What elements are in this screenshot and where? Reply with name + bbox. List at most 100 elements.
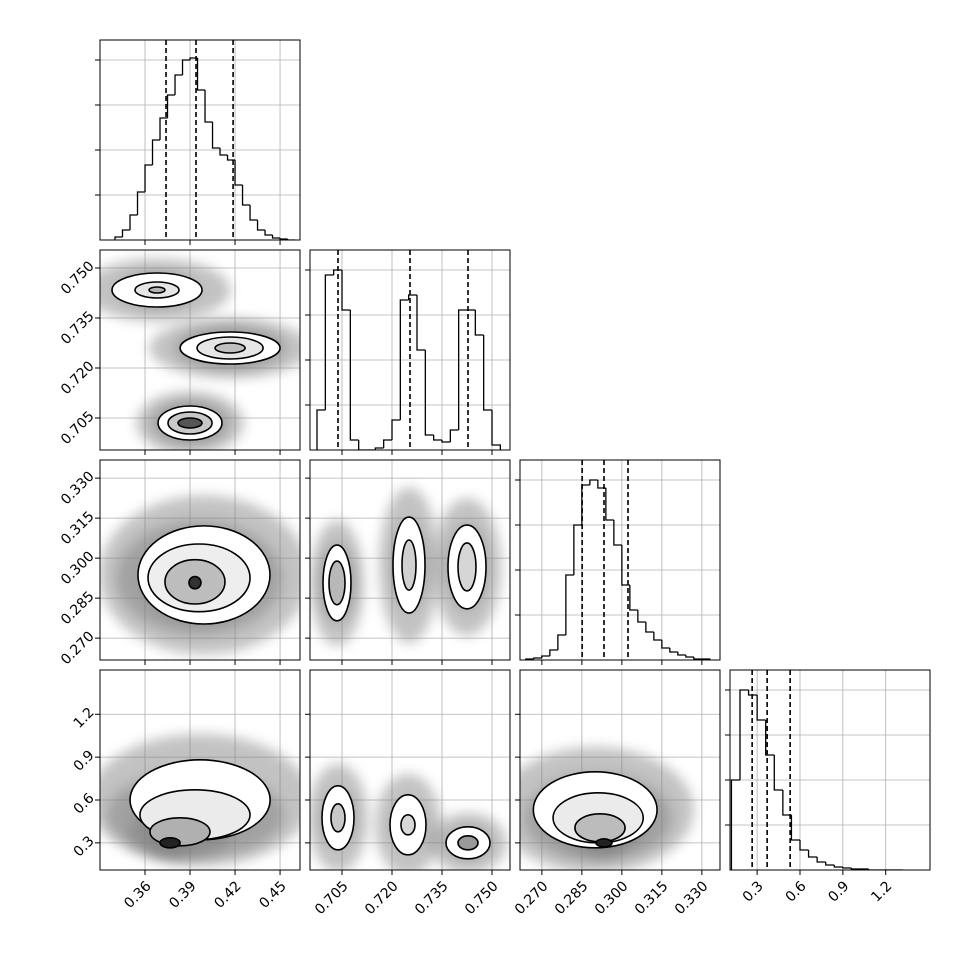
histogram-bin bbox=[174, 74, 183, 95]
histogram-bin bbox=[416, 295, 426, 351]
panel bbox=[305, 459, 511, 665]
y-tick-label: 0.705 bbox=[58, 408, 98, 448]
plot-area bbox=[310, 487, 502, 646]
histogram-bin bbox=[241, 185, 251, 206]
x-tick-label: 0.270 bbox=[512, 878, 552, 918]
x-tick-label: 0.45 bbox=[256, 878, 289, 911]
histogram-bin bbox=[782, 790, 792, 816]
contour bbox=[400, 814, 416, 836]
histogram-bin bbox=[541, 655, 550, 658]
histogram-bin bbox=[756, 695, 766, 721]
x-tick-label: 0.330 bbox=[672, 878, 712, 918]
panel-frame bbox=[99, 669, 301, 871]
y-tick-label: 0.285 bbox=[58, 588, 98, 628]
x-tick-label: 0.750 bbox=[462, 878, 502, 918]
histogram-bin bbox=[399, 299, 409, 420]
contour bbox=[595, 838, 613, 848]
histogram-bin bbox=[271, 235, 281, 239]
histogram-bin bbox=[474, 310, 484, 336]
histogram-bin bbox=[114, 236, 123, 240]
plot-area bbox=[730, 670, 903, 870]
histogram-bin bbox=[833, 865, 843, 868]
y-tick-label: 0.330 bbox=[58, 468, 98, 508]
histogram-bin bbox=[669, 648, 678, 653]
histogram-bin bbox=[196, 58, 206, 91]
panel-frame bbox=[99, 459, 301, 661]
plot-area bbox=[520, 746, 694, 870]
y-tick-label: 1.2 bbox=[71, 705, 98, 732]
histogram-bin bbox=[825, 862, 835, 866]
panel-frame bbox=[519, 459, 721, 661]
histogram-bin bbox=[589, 479, 598, 485]
histogram-bin bbox=[374, 447, 384, 450]
y-tick-label: 0.3 bbox=[71, 833, 98, 860]
histogram-bin bbox=[249, 205, 258, 221]
histogram-bin bbox=[645, 622, 654, 633]
histogram-bin bbox=[581, 484, 590, 525]
x-tick-label: 0.285 bbox=[552, 878, 592, 918]
x-tick-label: 0.9 bbox=[825, 878, 852, 905]
y-tick-label: 0.270 bbox=[58, 628, 98, 668]
histogram-bin bbox=[159, 117, 168, 140]
histogram-bin bbox=[256, 220, 266, 231]
histogram-bin bbox=[533, 657, 542, 659]
plot-area bbox=[100, 258, 300, 450]
histogram-bin bbox=[557, 634, 566, 650]
panel bbox=[305, 249, 511, 455]
histogram-bin bbox=[867, 869, 878, 870]
panel-frame bbox=[99, 249, 301, 451]
histogram-bin bbox=[799, 840, 809, 851]
plot-area bbox=[525, 460, 711, 660]
histogram-bin bbox=[424, 350, 434, 436]
histogram-bin bbox=[286, 239, 296, 240]
y-tick-label: 0.6 bbox=[71, 790, 98, 817]
histogram-bin bbox=[279, 238, 288, 240]
histogram-bin bbox=[565, 574, 574, 635]
y-tick-label: 0.720 bbox=[58, 358, 98, 398]
x-tick-label: 0.705 bbox=[312, 878, 352, 918]
histogram-bin bbox=[449, 429, 459, 442]
histogram-bin bbox=[121, 229, 131, 237]
contour bbox=[159, 837, 181, 849]
x-tick-label: 0.300 bbox=[592, 878, 632, 918]
panel-frame bbox=[309, 459, 511, 661]
histogram-bin bbox=[136, 191, 146, 215]
histogram-bin bbox=[316, 409, 326, 450]
histogram-bin bbox=[324, 274, 334, 410]
histogram-bin bbox=[166, 94, 176, 118]
histogram-bin bbox=[204, 90, 213, 123]
histogram-bin bbox=[653, 632, 662, 641]
histogram-bin bbox=[226, 155, 236, 161]
histogram-bin bbox=[383, 439, 392, 448]
panel bbox=[95, 39, 301, 245]
y-tick-label: 0.750 bbox=[58, 258, 98, 298]
plot-area bbox=[316, 250, 501, 450]
histogram-bin bbox=[605, 488, 614, 521]
contour bbox=[328, 560, 346, 606]
histogram-bin bbox=[349, 310, 359, 441]
histogram-bin bbox=[637, 610, 646, 623]
panel: 0.36 0.39 0.42 0.45 0.3 0.6 0.9 1.2 bbox=[71, 669, 301, 912]
plot-area bbox=[114, 40, 296, 240]
contour bbox=[188, 575, 202, 590]
contour bbox=[177, 417, 203, 429]
y-tick-label: 0.315 bbox=[58, 508, 98, 548]
histogram-bin bbox=[433, 435, 442, 441]
histogram-bin bbox=[747, 690, 758, 696]
histogram-bin bbox=[151, 139, 161, 165]
histogram-bin bbox=[341, 270, 351, 311]
histogram-bin bbox=[189, 57, 198, 60]
histogram-bin bbox=[816, 857, 826, 863]
histogram-bin bbox=[730, 779, 740, 870]
x-tick-label: 0.3 bbox=[740, 878, 767, 905]
histogram-bin bbox=[677, 652, 686, 656]
histogram-bin bbox=[333, 269, 342, 275]
histogram-bin bbox=[850, 868, 860, 870]
contour bbox=[330, 803, 346, 833]
histogram-bin bbox=[765, 720, 775, 756]
plot-area bbox=[100, 495, 300, 655]
panel: 0.3 0.6 0.9 1.2 bbox=[725, 669, 931, 905]
histogram-bin bbox=[685, 655, 694, 658]
